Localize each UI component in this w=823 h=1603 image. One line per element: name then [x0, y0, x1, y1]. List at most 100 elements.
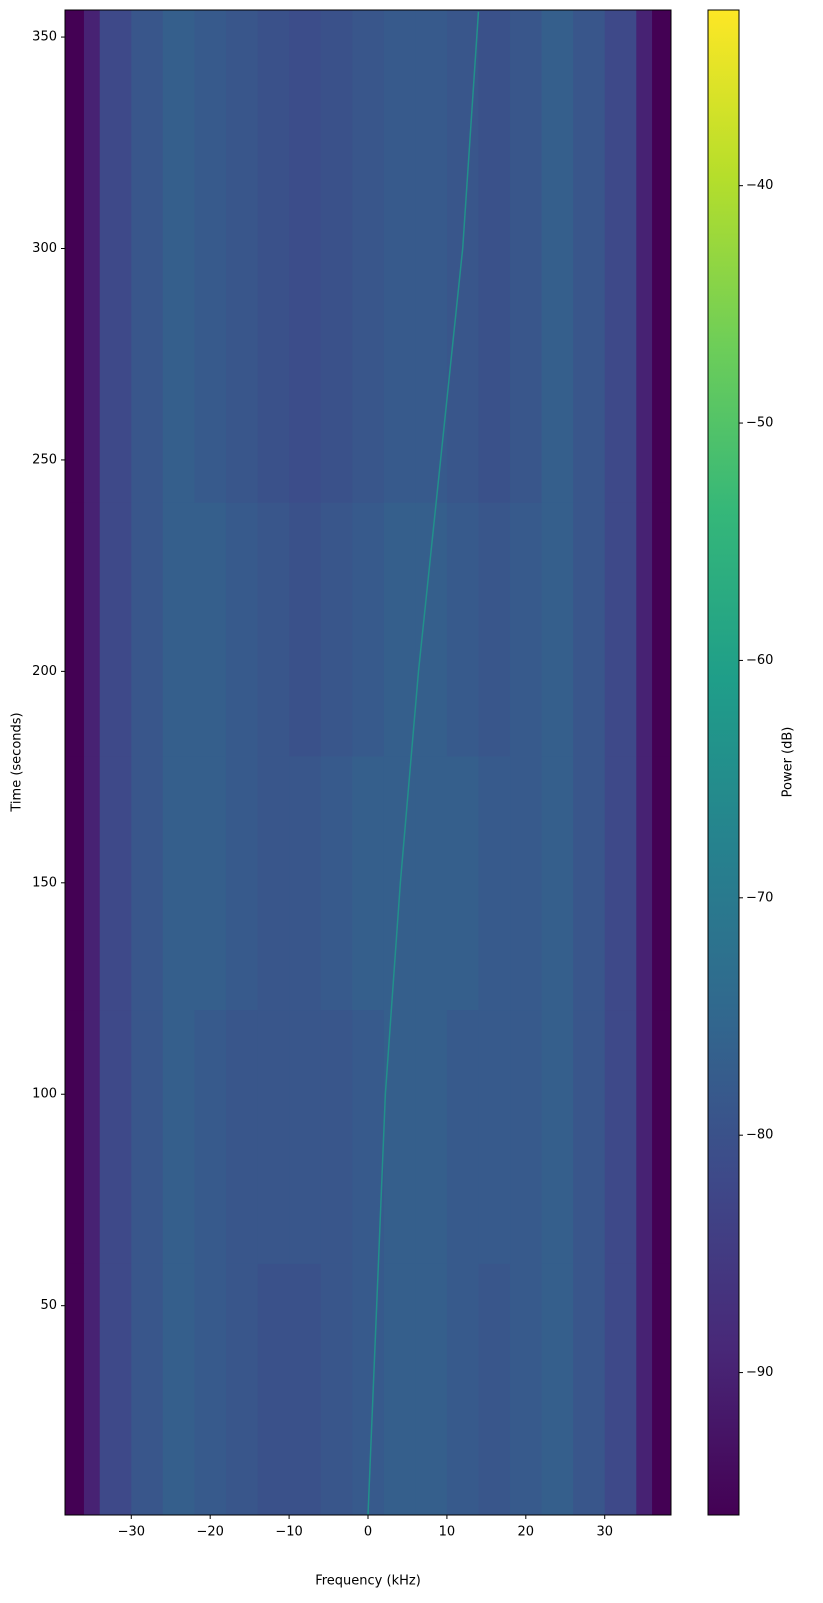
heatmap-cell — [225, 10, 259, 249]
heatmap-cell — [636, 10, 653, 249]
heatmap-cell — [415, 502, 448, 757]
heatmap-cell — [289, 1009, 322, 1264]
heatmap-cell — [352, 10, 385, 249]
x-tick-label: 30 — [596, 1525, 613, 1540]
heatmap-cell — [383, 1263, 416, 1516]
heatmap-cell — [289, 10, 322, 249]
heatmap-cell — [289, 502, 322, 757]
heatmap-cell — [65, 502, 85, 757]
heatmap-cell — [510, 1009, 543, 1264]
heatmap-cell — [415, 10, 448, 249]
heatmap-cell — [257, 755, 290, 1011]
heatmap-cell — [573, 10, 606, 249]
heatmap-cell — [510, 1263, 543, 1516]
heatmap-cell — [415, 755, 448, 1011]
heatmap-cell — [652, 502, 672, 757]
x-tick-label: 20 — [518, 1525, 535, 1540]
heatmap-cell — [604, 755, 637, 1011]
heatmap-cell — [652, 1009, 672, 1264]
heatmap-cell — [225, 1263, 259, 1516]
heatmap-cell — [573, 755, 606, 1011]
heatmap-cell — [99, 755, 132, 1011]
heatmap-cell — [478, 755, 511, 1011]
heatmap-cell — [510, 502, 543, 757]
heatmap-cell — [604, 10, 637, 249]
heatmap-cell — [352, 1009, 385, 1264]
heatmap-cell — [446, 1263, 479, 1516]
heatmap-cell — [510, 248, 543, 503]
x-tick-label: −20 — [196, 1525, 223, 1540]
heatmap-cell — [131, 248, 164, 503]
heatmap-cell — [320, 1009, 353, 1264]
heatmap-cell — [131, 1263, 164, 1516]
heatmap-cell — [83, 10, 101, 249]
heatmap-cell — [257, 502, 290, 757]
heatmap-cell — [225, 248, 259, 503]
heatmap-cell — [65, 1263, 85, 1516]
heatmap-cell — [99, 502, 132, 757]
heatmap-cell — [131, 10, 164, 249]
heatmap-cell — [99, 1263, 132, 1516]
heatmap-cell — [225, 502, 259, 757]
y-tick-label: 150 — [32, 875, 57, 890]
heatmap-cell — [541, 1263, 574, 1516]
heatmap-cell — [99, 1009, 132, 1264]
heatmap-cell — [162, 1009, 195, 1264]
colorbar-tick-label: −80 — [746, 1128, 773, 1143]
heatmap-cell — [478, 1009, 511, 1264]
y-tick-label: 100 — [32, 1087, 57, 1102]
heatmap-cell — [352, 1263, 385, 1516]
heatmap-cell — [131, 502, 164, 757]
heatmap-cell — [573, 248, 606, 503]
heatmap-cell — [162, 755, 195, 1011]
heatmap-cell — [194, 1263, 227, 1516]
heatmap-cell — [257, 1263, 290, 1516]
heatmap-cell — [478, 502, 511, 757]
heatmap-cell — [652, 10, 672, 249]
heatmap-cell — [415, 1263, 448, 1516]
heatmap-cell — [604, 248, 637, 503]
y-tick-label: 350 — [32, 30, 57, 45]
heatmap-cell — [636, 1263, 653, 1516]
x-tick-label: −10 — [275, 1525, 302, 1540]
heatmap-cell — [83, 248, 101, 503]
heatmap-cell — [320, 10, 353, 249]
colorbar-tick-label: −90 — [746, 1365, 773, 1380]
colorbar-tick-label: −50 — [746, 416, 773, 431]
heatmap-cell — [446, 502, 479, 757]
heatmap-cell — [65, 10, 85, 249]
heatmap-cell — [257, 248, 290, 503]
heatmap-cell — [541, 10, 574, 249]
heatmap-cell — [604, 1009, 637, 1264]
heatmap-cell — [541, 755, 574, 1011]
heatmap-cell — [541, 1009, 574, 1264]
heatmap-cell — [194, 1009, 227, 1264]
heatmap-cell — [225, 1009, 259, 1264]
heatmap-cell — [478, 10, 511, 249]
heatmap-cell — [636, 502, 653, 757]
heatmap-cell — [478, 1263, 511, 1516]
x-axis-label: Frequency (kHz) — [315, 1574, 421, 1589]
heatmap-cell — [652, 1263, 672, 1516]
heatmap-cell — [162, 10, 195, 249]
heatmap-cell — [383, 248, 416, 503]
heatmap-cell — [573, 502, 606, 757]
heatmap-cell — [320, 1263, 353, 1516]
heatmap-cell — [383, 10, 416, 249]
colorbar-tick-label: −70 — [746, 890, 773, 905]
tone-line — [367, 11, 480, 1516]
heatmap-cell — [636, 755, 653, 1011]
heatmap-cell — [320, 502, 353, 757]
heatmap-cell — [446, 10, 479, 249]
colorbar-label: Power (dB) — [781, 727, 796, 798]
heatmap-cell — [99, 10, 132, 249]
heatmap-cell — [194, 755, 227, 1011]
colorbar — [707, 9, 740, 1516]
y-tick-label: 300 — [32, 241, 57, 256]
heatmap-cell — [415, 248, 448, 503]
heatmap-cell — [652, 755, 672, 1011]
colorbar-tick-label: −60 — [746, 653, 773, 668]
heatmap-cell — [65, 248, 85, 503]
heatmap-cell — [573, 1263, 606, 1516]
